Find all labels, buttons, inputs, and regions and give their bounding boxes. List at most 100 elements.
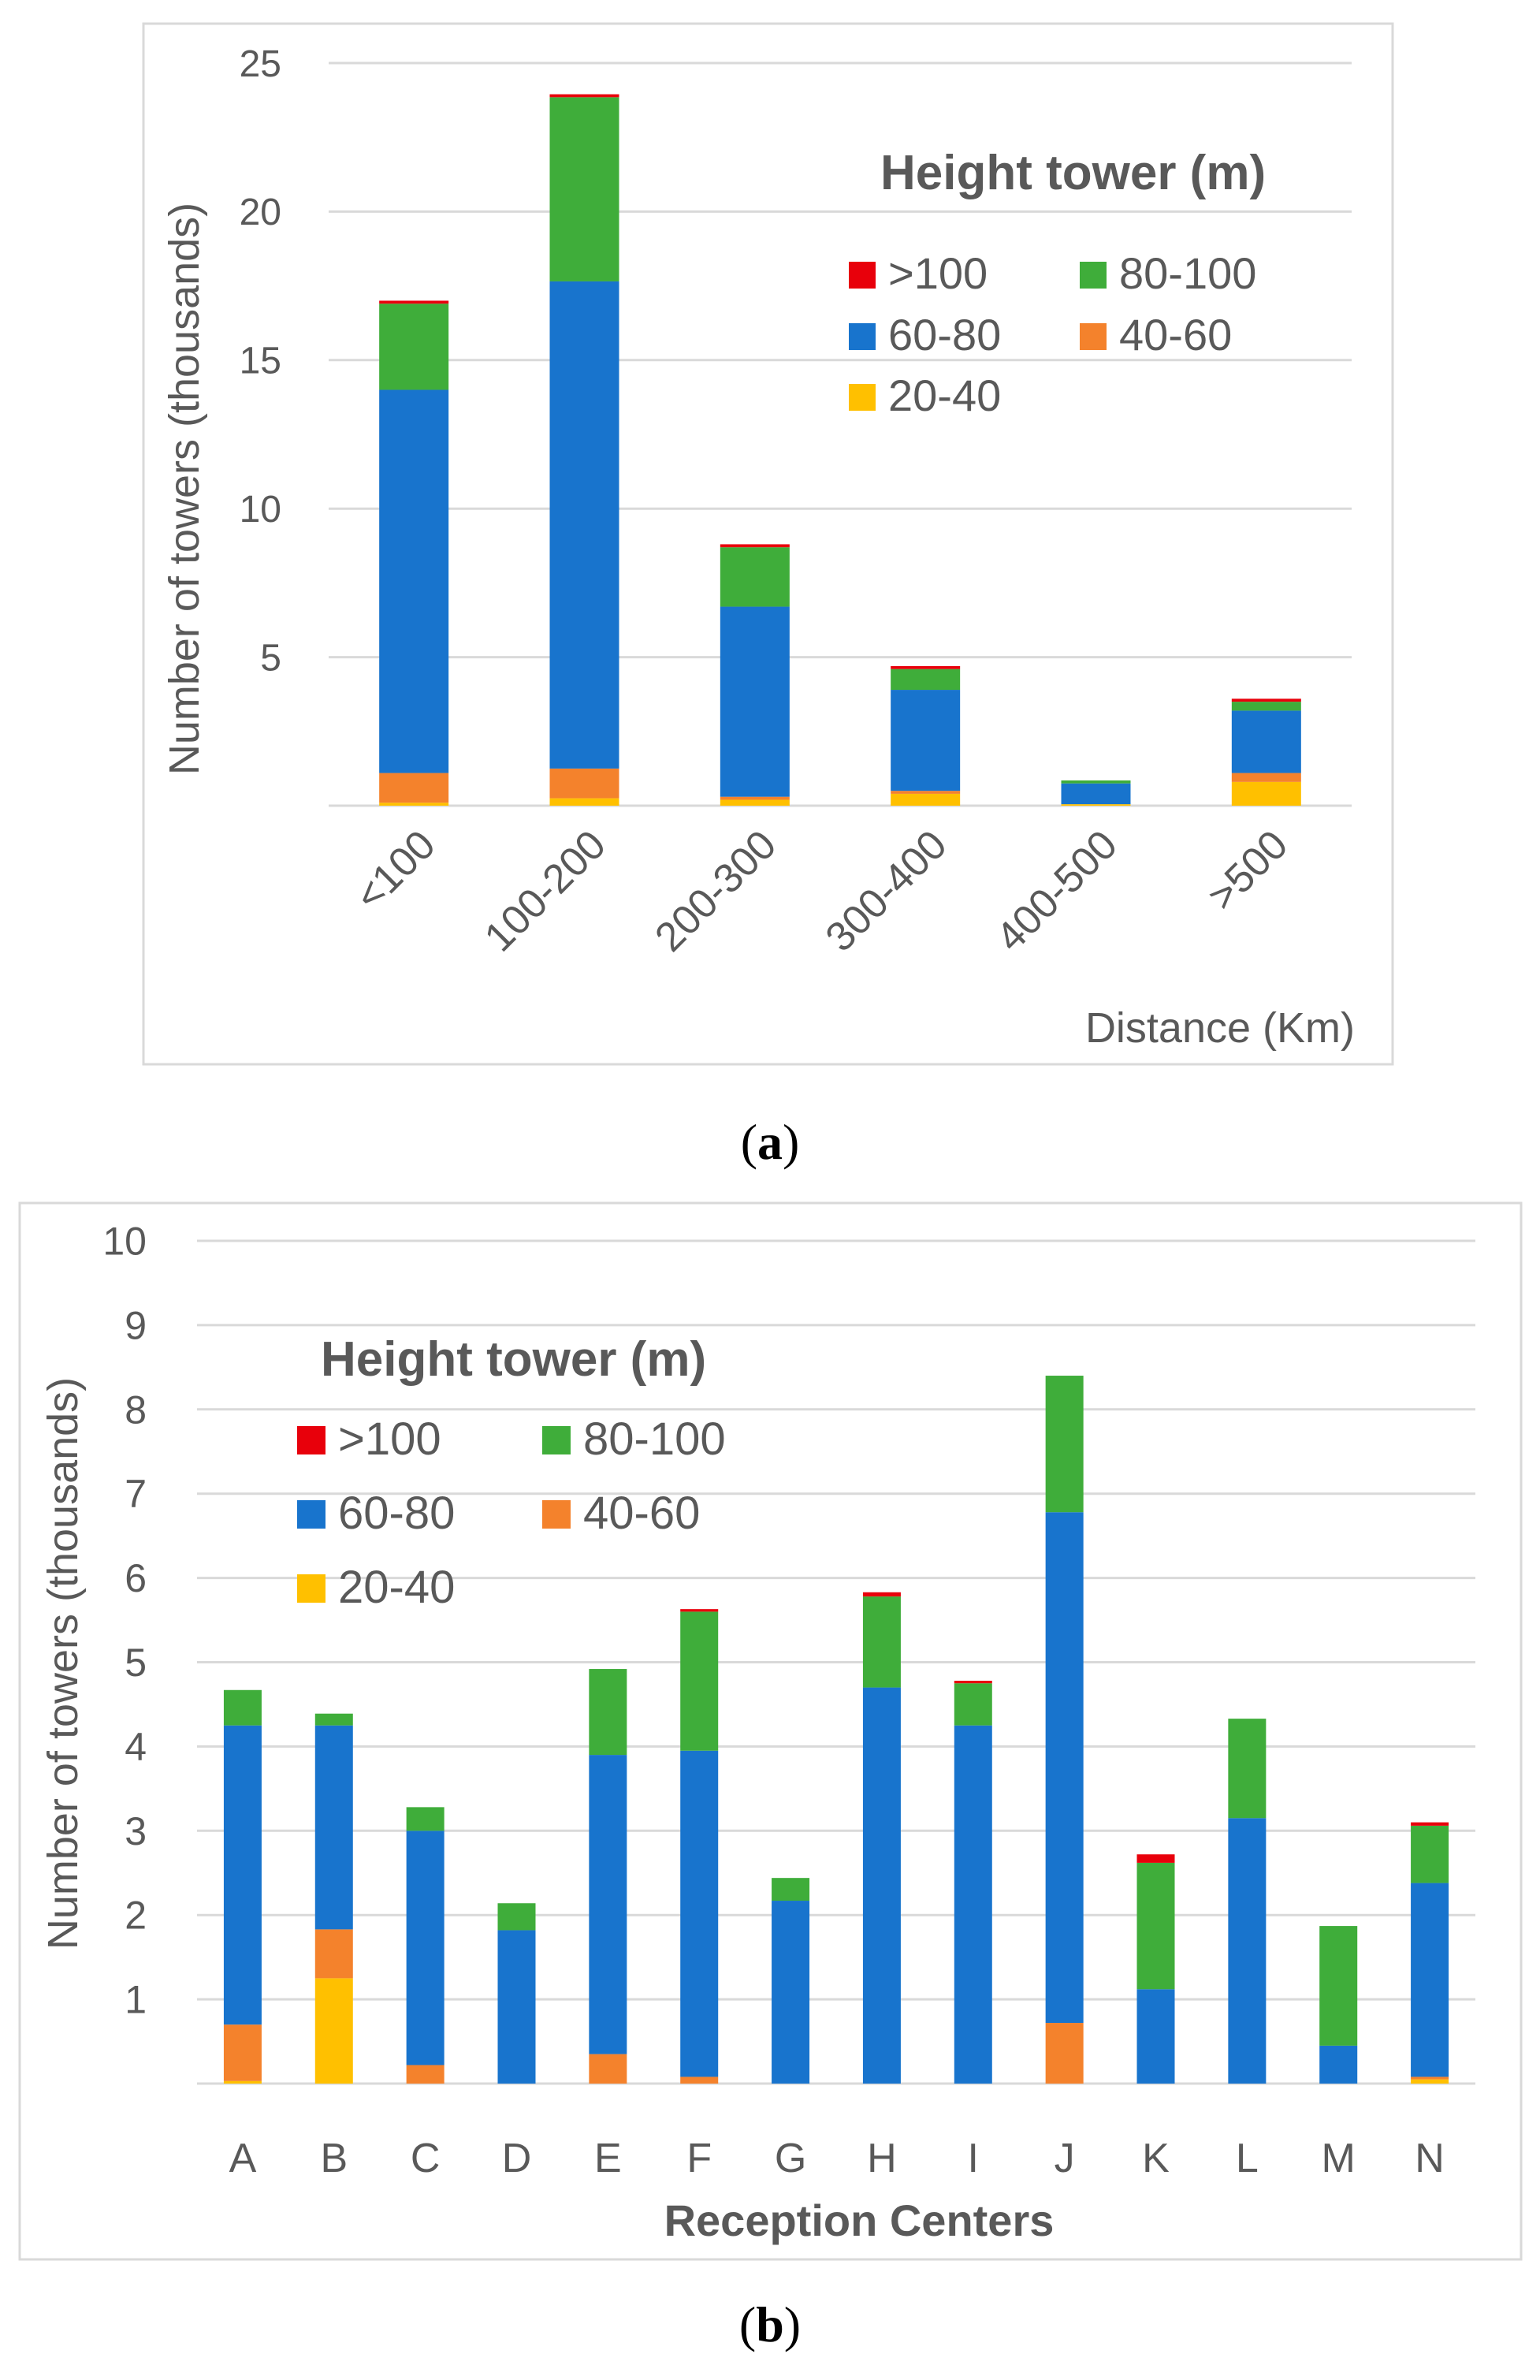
chart-b-bar-segment — [406, 1807, 445, 1831]
chart-b-bar-segment — [1045, 2023, 1084, 2084]
chart-b-x-tick-label: C — [411, 2136, 441, 2181]
chart-b-bar-segment — [1411, 1883, 1449, 2077]
chart-b-bar-segment — [223, 2080, 262, 2084]
chart-a-bar-segment — [891, 690, 961, 791]
chart-b-bar-segment — [1136, 1862, 1175, 1990]
chart-a-legend-label: 20-40 — [888, 371, 1001, 420]
chart-b-legend-label: >100 — [338, 1413, 441, 1465]
chart-a-bar-segment — [720, 544, 790, 548]
chart-b: 1 2 3 4 5 6 7 8 9 10 A B C D E F G H I J K L M N Number of tow… — [18, 1201, 1523, 2261]
chart-a-y-tick-label: 5 — [260, 637, 281, 679]
chart-b-bars — [223, 1376, 1449, 2084]
chart-b-caption: (b) — [739, 2296, 801, 2352]
chart-b-legend-swatch — [297, 1426, 325, 1454]
chart-a-gridlines — [329, 61, 1352, 807]
chart-b-x-tick-label: H — [867, 2136, 897, 2181]
chart-b-x-tick-label: M — [1322, 2136, 1356, 2181]
chart-a-bar-segment — [379, 300, 449, 304]
chart-b-bar-segment — [680, 1611, 719, 1751]
chart-a-bar-segment — [379, 304, 449, 390]
chart-b-y-tick-label: 4 — [125, 1725, 147, 1769]
chart-b-x-tick-label: E — [594, 2136, 622, 2181]
chart-b-x-tick-label: B — [320, 2136, 348, 2181]
chart-a-x-axis-title: Distance (Km) — [1085, 1004, 1355, 1052]
chart-b-bar-segment — [314, 1978, 353, 2084]
chart-a-bar-segment — [891, 791, 961, 794]
chart-b-legend-label: 80-100 — [583, 1413, 726, 1465]
chart-b-bar-segment — [1319, 2045, 1358, 2084]
chart-b-y-axis-title: Number of towers (thousands) — [39, 1377, 87, 1950]
chart-b-x-tick-label: K — [1142, 2136, 1170, 2181]
chart-b-bar-segment — [589, 1755, 627, 2054]
chart-b-bar-segment — [223, 1725, 262, 2025]
chart-b-bar-segment — [314, 1929, 353, 1979]
chart-b-bar-segment — [954, 1725, 992, 2084]
chart-b-legend-swatch — [297, 1500, 325, 1529]
chart-a-bar-segment — [891, 793, 961, 806]
chart-b-bar-segment — [1045, 1512, 1084, 2024]
chart-b-bar-segment — [954, 1681, 992, 1684]
chart-b-bar-segment — [1228, 1719, 1267, 1819]
chart-a-bar-segment — [1231, 773, 1301, 782]
chart-b-bar-segment — [497, 1903, 536, 1931]
chart-a-bar-segment — [549, 768, 619, 799]
chart-b-y-tick-label: 2 — [125, 1894, 147, 1938]
chart-b-legend-label: 40-60 — [583, 1488, 700, 1539]
chart-b-bar-segment — [497, 1930, 536, 2084]
chart-b-y-tick-label: 3 — [125, 1809, 147, 1853]
chart-a-bar-segment — [1231, 698, 1301, 702]
chart-a-bar-segment — [720, 796, 790, 800]
chart-b-bar-segment — [680, 2076, 719, 2084]
chart-b-legend-label: 60-80 — [338, 1488, 455, 1539]
chart-b-x-tick-label: F — [686, 2136, 712, 2181]
chart-a-caption: (a) — [741, 1114, 800, 1170]
chart-b-bar-segment — [1045, 1376, 1084, 1513]
chart-a-bar-segment — [379, 803, 449, 806]
chart-b-bar-segment — [954, 1683, 992, 1726]
chart-a-bar-segment — [891, 665, 961, 669]
chart-a-legend-swatch — [849, 323, 876, 350]
chart-a-legend-label: 40-60 — [1119, 310, 1232, 359]
chart-b-bar-segment — [223, 1689, 262, 1726]
chart-a-bar-segment — [1231, 781, 1301, 806]
chart-b-legend-swatch — [297, 1574, 325, 1603]
chart-b-y-tick-label: 8 — [125, 1387, 147, 1432]
chart-a-bar-segment — [1061, 780, 1131, 784]
chart-b-bar-segment — [406, 1831, 445, 2065]
chart-a-legend: Height tower (m) >100 80-100 60-80 40-60 20-… — [849, 146, 1266, 420]
chart-b-y-tick-label: 7 — [125, 1472, 147, 1516]
chart-a-bar-segment — [379, 389, 449, 773]
chart-b-bar-segment — [1136, 1989, 1175, 2084]
chart-b-y-tick-label: 10 — [102, 1220, 147, 1264]
chart-a-bar-segment — [549, 97, 619, 281]
chart-a-legend-title: Height tower (m) — [880, 146, 1266, 200]
chart-a-frame — [142, 22, 1394, 1066]
chart-b-y-tick-label: 9 — [125, 1303, 147, 1347]
chart-a-bar-segment — [549, 798, 619, 806]
chart-b-y-tick-label: 6 — [125, 1556, 147, 1600]
chart-b-bar-segment — [589, 1669, 627, 1756]
chart-a-bar-segment — [379, 773, 449, 803]
chart-b-bar-segment — [862, 1596, 901, 1688]
chart-b-caption-letter: b — [756, 2296, 784, 2352]
chart-a-caption-letter: a — [757, 1114, 783, 1170]
chart-a-legend-swatch — [849, 262, 876, 289]
chart-b-legend-title: Height tower (m) — [321, 1332, 706, 1387]
chart-a-bar-segment — [1061, 783, 1131, 805]
chart-b-x-ticks: A B C D E F G H I J K L M N — [229, 2136, 1445, 2181]
chart-a-bars — [379, 94, 1301, 806]
chart-b-y-ticks: 1 2 3 4 5 6 7 8 9 10 — [102, 1220, 147, 2022]
chart-a-y-axis-title: Number of towers (thousands) — [161, 203, 208, 775]
chart-b-bar-segment — [314, 1725, 353, 1930]
chart-a-bar-segment — [1231, 710, 1301, 773]
chart-a-y-ticks: 5 10 15 20 25 — [240, 43, 281, 680]
chart-b-x-tick-label: A — [229, 2136, 257, 2181]
chart-b-bar-segment — [1319, 1926, 1358, 2046]
chart-b-x-tick-label: N — [1415, 2136, 1445, 2181]
chart-b-bar-segment — [862, 1687, 901, 2084]
chart-a-y-tick-label: 15 — [240, 341, 281, 382]
chart-b-legend-swatch — [542, 1500, 571, 1529]
chart-b-bar-segment — [772, 1901, 810, 2084]
chart-b-bar-segment — [772, 1878, 810, 1901]
